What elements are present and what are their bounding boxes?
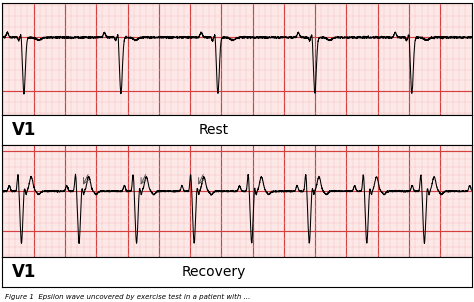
Text: Rest: Rest <box>199 123 228 137</box>
Text: Recovery: Recovery <box>182 265 246 279</box>
Text: V1: V1 <box>12 121 36 139</box>
Text: Figure 1  Epsilon wave uncovered by exercise test in a patient with ...: Figure 1 Epsilon wave uncovered by exerc… <box>5 294 250 300</box>
Text: V1: V1 <box>12 263 36 281</box>
